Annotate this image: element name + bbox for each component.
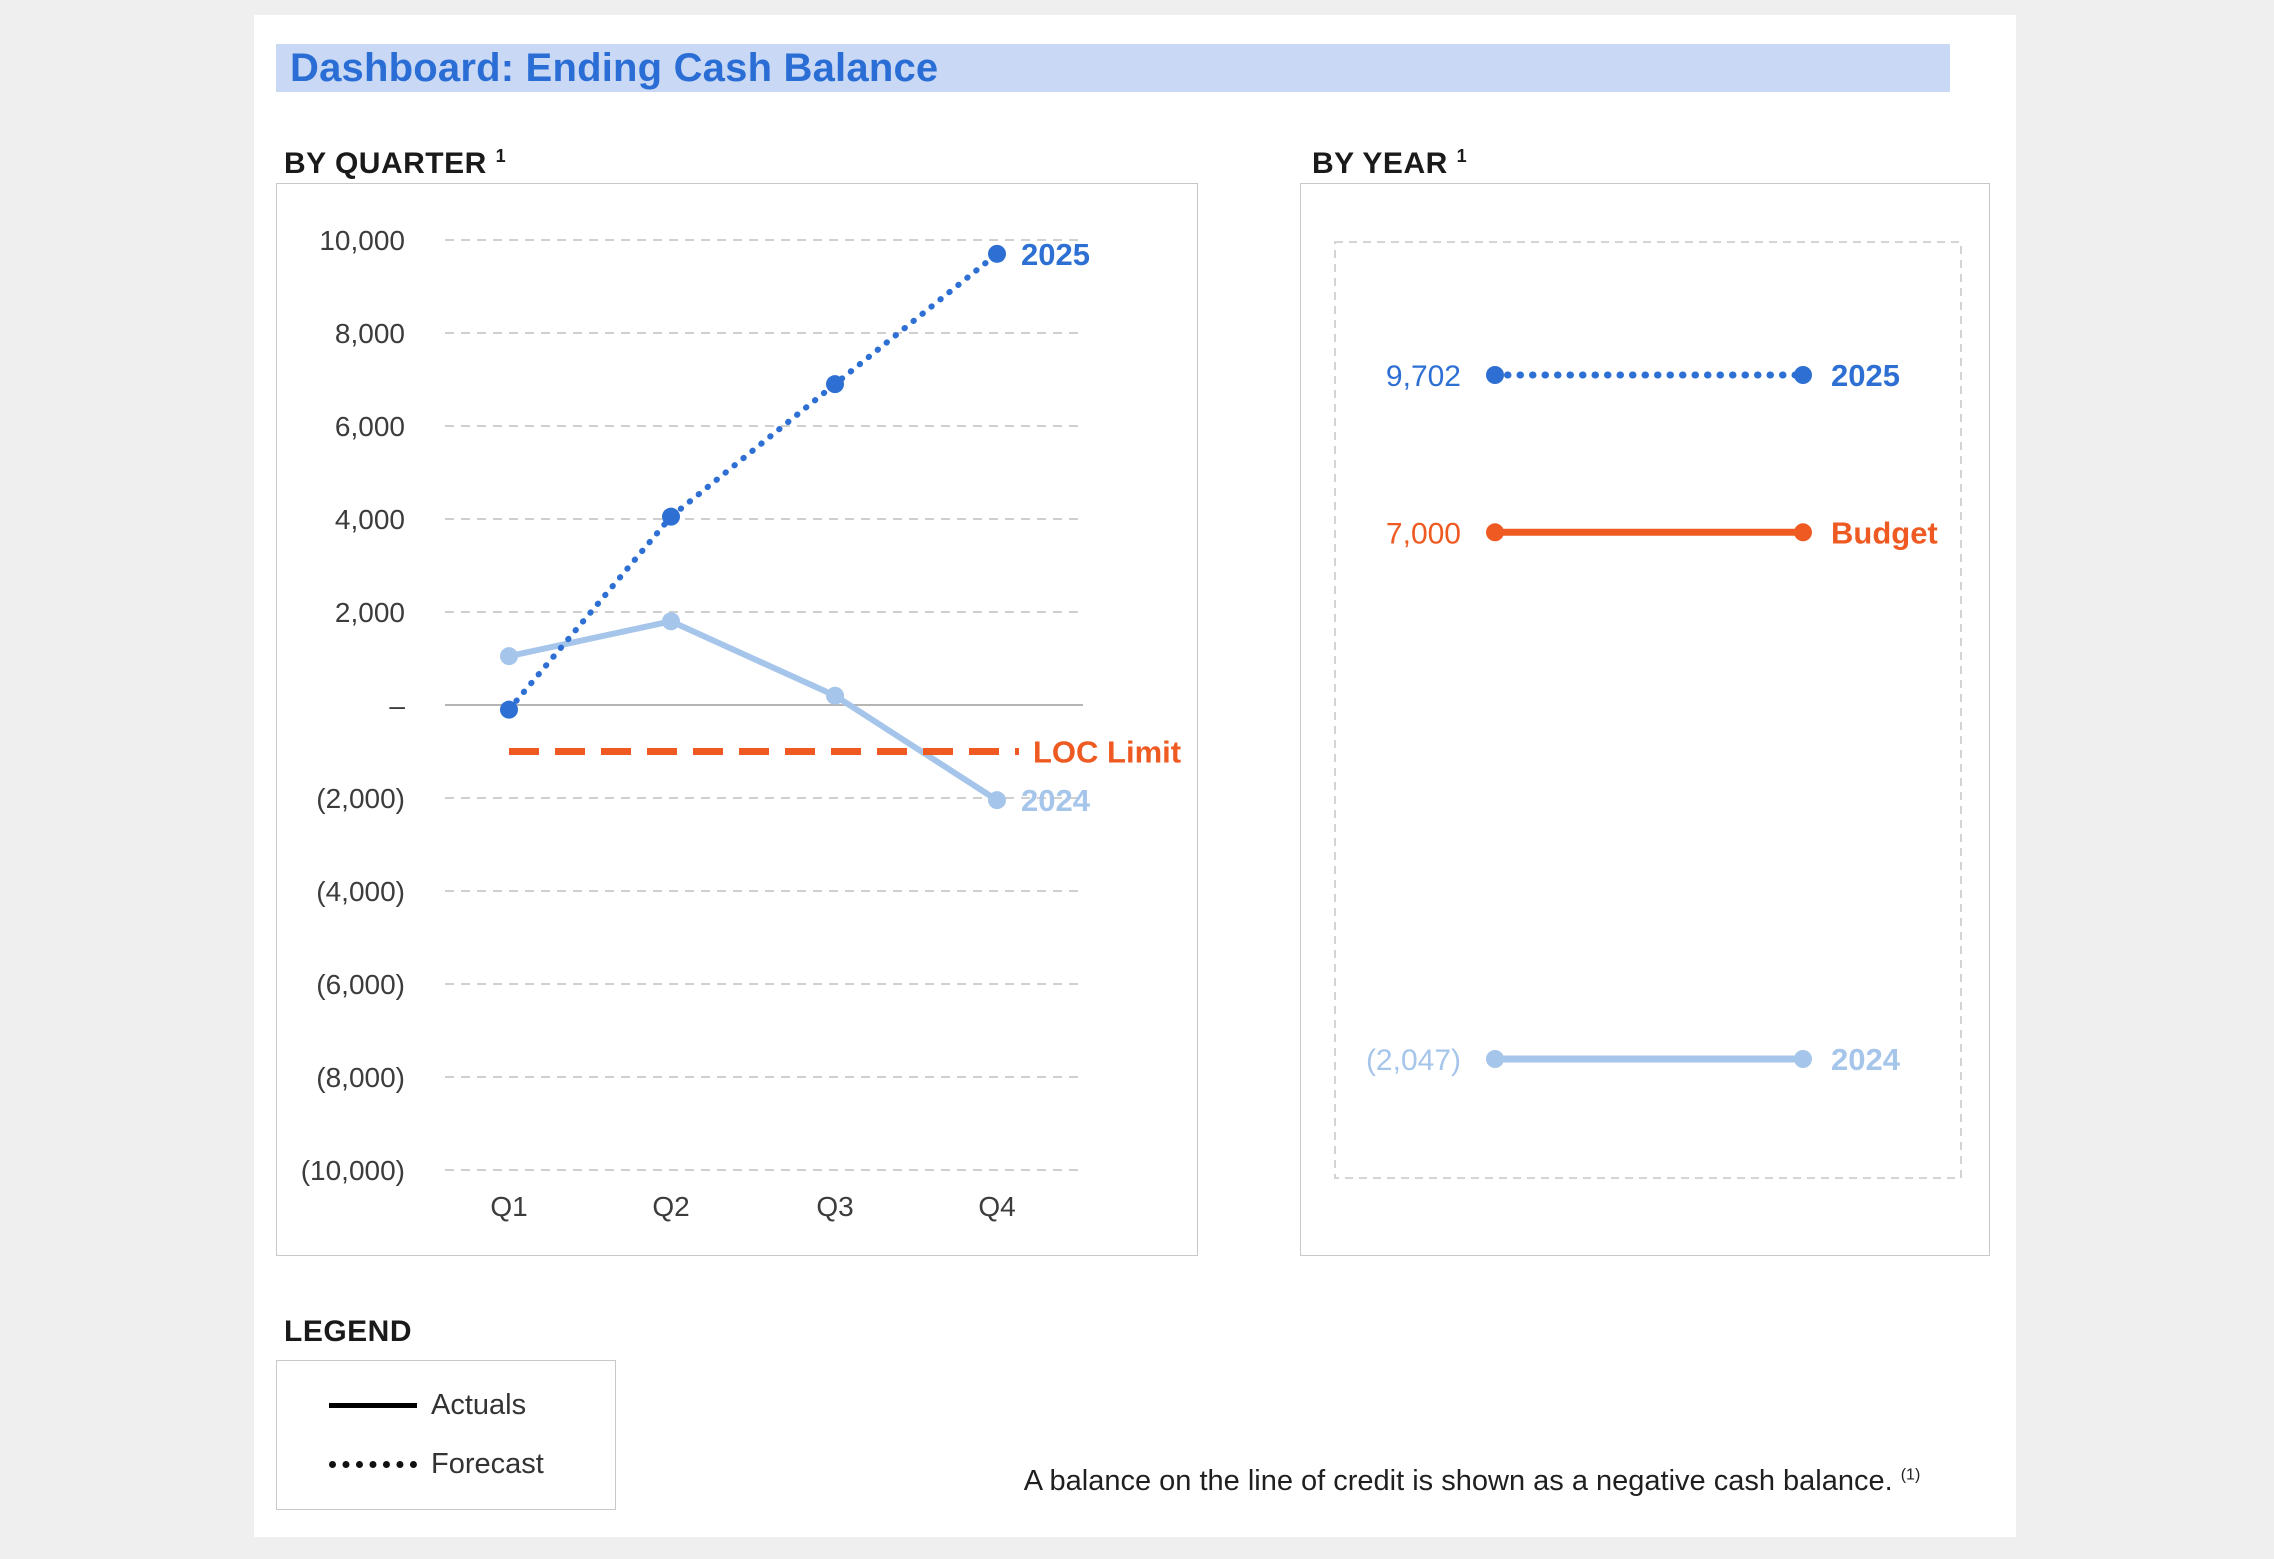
svg-text:–: – [389, 690, 405, 721]
svg-text:2024: 2024 [1831, 1042, 1901, 1077]
svg-text:(8,000): (8,000) [316, 1062, 405, 1093]
by-year-heading: BY YEAR 1 [1312, 146, 1467, 181]
svg-text:4,000: 4,000 [335, 504, 405, 535]
svg-text:Q3: Q3 [816, 1191, 853, 1222]
year-dot-chart: 9,702 2025 7,000 Budget (2,047) 2024 [1334, 241, 1962, 1179]
legend-item-actuals: Actuals [329, 1389, 615, 1422]
by-quarter-footnote-ref: 1 [495, 146, 507, 166]
svg-text:(4,000): (4,000) [316, 876, 405, 907]
svg-text:Q4: Q4 [978, 1191, 1015, 1222]
legend-heading: LEGEND [284, 1315, 413, 1348]
svg-text:Budget: Budget [1831, 515, 1938, 550]
svg-text:2024: 2024 [1021, 783, 1091, 818]
footnote-marker: (1) [1900, 1466, 1921, 1484]
svg-text:9,702: 9,702 [1386, 360, 1461, 393]
spreadsheet-sheet: Dashboard: Ending Cash Balance BY QUARTE… [254, 15, 2016, 1537]
by-year-footnote-ref: 1 [1456, 146, 1468, 166]
by-year-heading-text: BY YEAR [1312, 147, 1448, 180]
svg-text:Q2: Q2 [652, 1191, 689, 1222]
quarter-line-chart: 10,000 8,000 6,000 4,000 2,000 – (2,000) (4,000… [301, 225, 1181, 1222]
by-year-chart: 9,702 2025 7,000 Budget (2,047) 2024 [1300, 183, 1990, 1256]
svg-text:(2,047): (2,047) [1366, 1044, 1461, 1077]
svg-text:8,000: 8,000 [335, 318, 405, 349]
page-title: Dashboard: Ending Cash Balance [276, 44, 1950, 92]
legend-label-forecast: Forecast [431, 1448, 544, 1480]
legend-item-forecast: Forecast [329, 1448, 615, 1481]
svg-text:10,000: 10,000 [319, 225, 405, 256]
svg-text:2025: 2025 [1831, 358, 1900, 393]
by-quarter-heading-text: BY QUARTER [284, 147, 487, 180]
solid-line-icon [329, 1403, 417, 1408]
footnote: A balance on the line of credit is shown… [928, 1465, 2016, 1498]
svg-text:(6,000): (6,000) [316, 969, 405, 1000]
svg-text:Q1: Q1 [490, 1191, 527, 1222]
svg-text:(2,000): (2,000) [316, 783, 405, 814]
legend-label-actuals: Actuals [431, 1389, 527, 1421]
svg-text:LOC Limit: LOC Limit [1033, 735, 1181, 770]
by-quarter-chart: 10,000 8,000 6,000 4,000 2,000 – (2,000) (4,000… [276, 183, 1198, 1256]
dotted-line-icon [329, 1461, 417, 1468]
svg-text:2025: 2025 [1021, 237, 1090, 272]
legend-box: Actuals Forecast [276, 1360, 616, 1510]
footnote-text: A balance on the line of credit is shown… [1023, 1465, 1893, 1497]
svg-text:2,000: 2,000 [335, 597, 405, 628]
svg-text:(10,000): (10,000) [301, 1155, 405, 1186]
svg-text:6,000: 6,000 [335, 411, 405, 442]
svg-text:7,000: 7,000 [1386, 517, 1461, 550]
by-quarter-heading: BY QUARTER 1 [284, 146, 506, 181]
